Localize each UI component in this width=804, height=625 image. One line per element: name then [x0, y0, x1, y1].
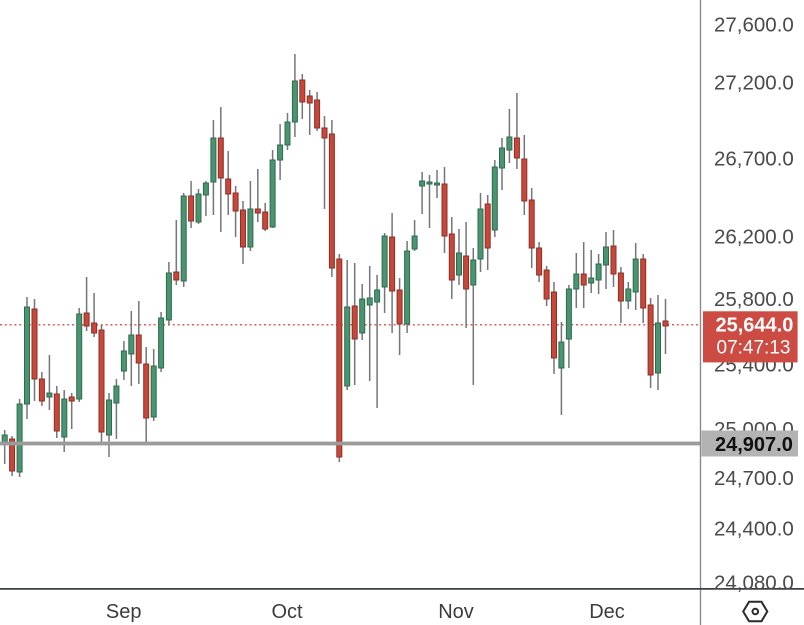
- svg-text:Oct: Oct: [271, 601, 303, 623]
- svg-text:Dec: Dec: [589, 601, 625, 623]
- svg-text:26,700.0: 26,700.0: [714, 147, 794, 170]
- svg-text:26,200.0: 26,200.0: [714, 226, 794, 249]
- svg-text:24,080.0: 24,080.0: [714, 571, 794, 594]
- svg-text:24,907.0: 24,907.0: [715, 434, 793, 456]
- svg-text:Nov: Nov: [438, 601, 474, 623]
- svg-text:25,800.0: 25,800.0: [714, 288, 794, 311]
- svg-text:24,400.0: 24,400.0: [714, 517, 794, 540]
- svg-text:24,700.0: 24,700.0: [714, 467, 794, 490]
- svg-text:07:47:13: 07:47:13: [717, 338, 791, 359]
- svg-text:27,600.0: 27,600.0: [714, 14, 794, 37]
- svg-text:25,644.0: 25,644.0: [716, 315, 794, 337]
- svg-text:Sep: Sep: [106, 601, 142, 623]
- svg-text:27,200.0: 27,200.0: [714, 71, 794, 94]
